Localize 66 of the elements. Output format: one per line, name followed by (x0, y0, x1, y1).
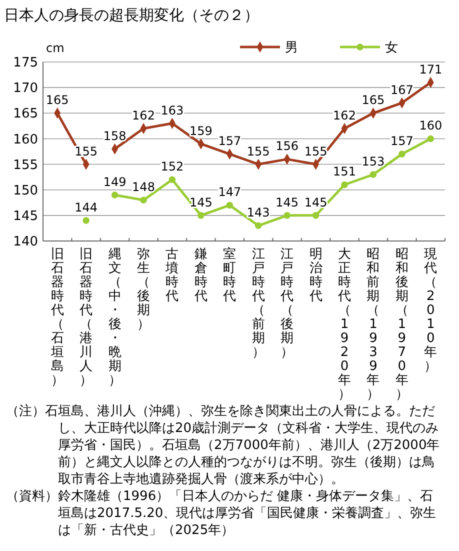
point (312, 212, 320, 219)
data-label: 171 (419, 62, 442, 76)
y-axis-title: cm (46, 41, 64, 55)
data-label: 165 (362, 93, 385, 108)
point (254, 222, 262, 230)
data-label: 151 (333, 164, 356, 179)
data-label: 145 (189, 195, 212, 210)
y-tick-label: 170 (13, 81, 38, 96)
text: （注）石垣島、港川人（沖縄）、弥生を除き関東出土の人骨による。ただし、大正時代以降は20歳計測データ（文科省・大学生、現代のみ厚労省・国民）。石垣島（2万7000年前）、港川人（2万2000年前）と縄文人以降との人種的つながりは不明。弥生（後期）は鳥取市青谷上寺地遺跡発掘人骨（渡来系が中心）。 (6, 404, 440, 487)
category-label: 昭和前期（1939年） (366, 247, 380, 402)
x-tick-label: 鎌倉時代 (193, 247, 208, 304)
data-label: 155 (246, 144, 270, 158)
point (284, 212, 290, 219)
point (168, 176, 176, 184)
point (427, 135, 434, 142)
data-label: 145 (304, 195, 328, 210)
data-label: 145 (276, 195, 299, 210)
point (198, 212, 204, 219)
x-tick-label: 室町時代 (222, 246, 236, 304)
data-label: 147 (218, 185, 242, 200)
data-label: 155 (304, 144, 328, 158)
y-tick-label: 175 (13, 56, 38, 71)
y-tick-label: 155 (13, 158, 38, 173)
data-label: 157 (218, 134, 242, 148)
category-label: 旧石器時代（港川人） (80, 247, 93, 388)
data-label: 163 (160, 103, 184, 118)
y-tick-label: 160 (13, 132, 38, 148)
data-label: 162 (132, 108, 155, 122)
point (140, 196, 147, 204)
data-label: 148 (132, 180, 155, 194)
data-label: 153 (362, 154, 385, 169)
category-label: 昭和後期（1970年） (395, 247, 408, 402)
data-label: 156 (276, 139, 299, 154)
y-tick-label: 140 (13, 234, 38, 250)
data-label: 159 (189, 124, 212, 138)
x-tick-label: 弥生（後期） (137, 247, 150, 332)
data-label: 144 (74, 200, 98, 215)
data-label: 167 (390, 82, 414, 97)
y-tick-label: 165 (13, 106, 38, 122)
point (370, 171, 377, 178)
category-label: 縄文（中・後・晩期） (108, 247, 122, 388)
y-tick-label: 145 (13, 208, 38, 224)
data-label: 162 (333, 108, 356, 122)
chart-title: 日本人の身長の超長期変化（その２） (4, 6, 259, 24)
data-label: 152 (160, 160, 184, 174)
category-label: 大正時代（1920年） (338, 247, 351, 402)
data-label: 160 (419, 118, 442, 133)
x-tick-label: 明治時代 (308, 247, 322, 304)
legend-label: 男 (285, 40, 298, 56)
x-tick-label: 古墳時代 (164, 247, 179, 304)
category-label: 旧石器時代（石垣島） (50, 247, 64, 388)
point (226, 202, 234, 209)
y-tick-label: 150 (13, 183, 38, 198)
point (111, 192, 118, 198)
x-tick-label: 江戸時代（前期） (250, 247, 265, 360)
data-label: 165 (46, 93, 69, 108)
text: （資料）鈴木隆雄（1996）「日本人のからだ 健康・身体データ集」、石垣島は2017.5.20、現代は厚労省「国民健康・栄養調査」、弥生は「新・古代史」（2025年） (6, 489, 436, 538)
legend-label: 女 (385, 40, 398, 56)
data-label: 158 (103, 128, 126, 143)
data-label: 157 (390, 134, 414, 148)
category-label: 現代（2010年） (424, 247, 438, 374)
point (341, 181, 348, 188)
point (398, 150, 406, 158)
data-label: 149 (103, 174, 126, 189)
data-label: 143 (246, 206, 270, 220)
x-tick-label: 江戸時代（後期） (280, 247, 294, 360)
